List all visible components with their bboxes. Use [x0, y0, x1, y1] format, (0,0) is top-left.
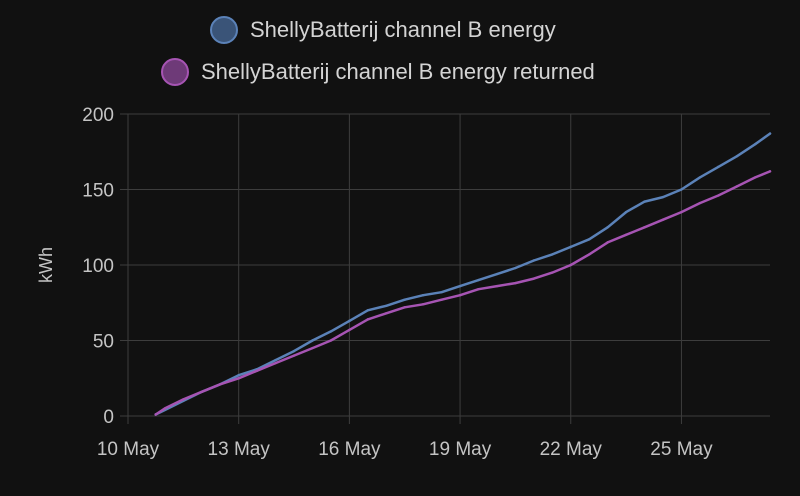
- data-point: [329, 330, 333, 333]
- legend-item-energy-returned[interactable]: ShellyBatterij channel B energy returned: [161, 58, 595, 86]
- data-point: [495, 284, 499, 288]
- series-line-1: [154, 170, 772, 416]
- data-point: [735, 155, 738, 158]
- data-point: [421, 294, 425, 297]
- data-point: [311, 339, 314, 342]
- data-point: [680, 210, 683, 214]
- legend: ShellyBatterij channel B energy ShellyBa…: [161, 16, 595, 86]
- data-point: [182, 398, 185, 401]
- data-point: [735, 185, 738, 188]
- data-point: [200, 390, 203, 394]
- data-point: [754, 143, 757, 146]
- data-point: [237, 377, 240, 380]
- data-point: [661, 195, 665, 199]
- plot-area: [154, 132, 772, 416]
- x-tick-label: 13 May: [208, 439, 271, 460]
- data-point: [551, 253, 554, 256]
- legend-label-energy-returned: ShellyBatterij channel B energy returned: [201, 59, 595, 84]
- data-point: [385, 304, 388, 307]
- data-point: [366, 309, 370, 312]
- y-tick-label: 100: [82, 256, 114, 277]
- y-tick-label: 0: [103, 407, 114, 428]
- data-point: [477, 278, 480, 282]
- data-point: [588, 238, 591, 241]
- data-point: [551, 271, 554, 274]
- data-point: [292, 354, 296, 357]
- data-point: [458, 284, 462, 288]
- data-point: [255, 369, 259, 372]
- data-point: [768, 132, 772, 135]
- data-point: [661, 218, 665, 221]
- data-point: [532, 259, 536, 262]
- data-point: [403, 298, 406, 301]
- data-point: [698, 176, 702, 179]
- data-point: [606, 226, 609, 229]
- y-axis-title: kWh: [36, 247, 56, 283]
- data-point: [495, 272, 499, 276]
- legend-marker-energy: [210, 16, 238, 44]
- data-point: [754, 176, 757, 179]
- data-point: [606, 241, 609, 244]
- data-point: [366, 318, 370, 321]
- x-axis-ticks: 10 May 13 May 16 May 19 May 22 May 25 May: [97, 439, 713, 460]
- series-line-0: [154, 132, 772, 416]
- legend-marker-energy-returned: [161, 58, 189, 86]
- x-tick-label: 19 May: [429, 439, 492, 460]
- data-point: [440, 298, 443, 301]
- series-0: [154, 132, 772, 416]
- data-point: [440, 290, 443, 294]
- data-point: [274, 361, 277, 365]
- x-tick-label: 16 May: [318, 439, 381, 460]
- data-point: [588, 253, 591, 256]
- legend-label-energy: ShellyBatterij channel B energy: [250, 17, 556, 42]
- data-point: [237, 374, 240, 377]
- y-tick-label: 200: [82, 105, 114, 126]
- data-point: [311, 346, 314, 350]
- grid: [120, 113, 770, 424]
- data-point: [514, 281, 517, 285]
- data-point: [643, 226, 646, 229]
- legend-item-energy[interactable]: ShellyBatterij channel B energy: [210, 16, 556, 44]
- x-tick-label: 22 May: [540, 439, 603, 460]
- data-point: [458, 294, 462, 297]
- x-tick-label: 10 May: [97, 439, 160, 460]
- y-tick-label: 150: [82, 181, 114, 202]
- data-point: [385, 312, 388, 315]
- data-point: [514, 266, 517, 270]
- data-point: [477, 287, 480, 291]
- data-point: [698, 201, 702, 205]
- data-point: [768, 170, 772, 173]
- data-point: [624, 233, 628, 236]
- data-point: [403, 306, 406, 309]
- y-tick-label: 50: [93, 332, 114, 353]
- data-point: [680, 188, 683, 191]
- x-tick-label: 25 May: [650, 439, 713, 460]
- data-point: [154, 413, 157, 416]
- data-point: [348, 328, 351, 332]
- data-point: [421, 303, 425, 306]
- data-point: [717, 194, 720, 197]
- data-point: [569, 245, 572, 249]
- series-1: [154, 170, 772, 416]
- data-point: [292, 349, 296, 353]
- data-point: [643, 200, 646, 203]
- data-point: [219, 383, 222, 386]
- data-point: [569, 263, 572, 267]
- data-point: [624, 210, 628, 214]
- data-point: [163, 407, 167, 410]
- data-point: [274, 358, 277, 362]
- data-point: [532, 277, 536, 280]
- data-point: [717, 165, 720, 169]
- data-point: [348, 319, 351, 323]
- data-point: [329, 339, 333, 342]
- y-axis-ticks: 0 50 100 150 200: [82, 105, 114, 428]
